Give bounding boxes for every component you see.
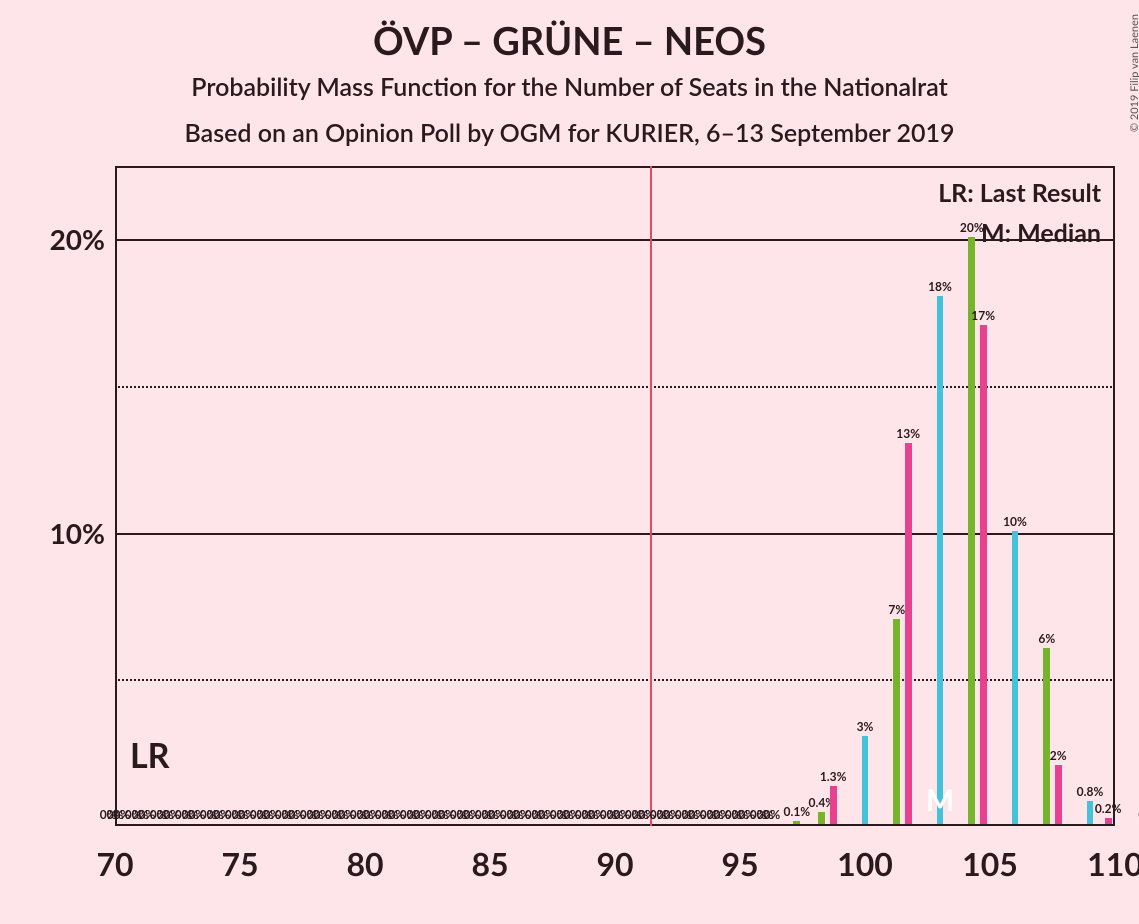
bar: 0.2% (1105, 818, 1112, 824)
x-axis-tick-label: 95 (721, 826, 758, 883)
bar: 18% (937, 296, 944, 824)
gridline-minor (115, 679, 1115, 681)
bar-value-label: 1.3% (820, 769, 847, 784)
y-axis-tick-label: 20% (50, 222, 115, 256)
bar-value-label: 17% (971, 308, 995, 323)
last-result-label: LR (130, 735, 170, 776)
plot-area: LR: Last Result M: Median 10%20%70758085… (115, 166, 1115, 826)
bar-value-label: 10% (1003, 514, 1027, 529)
legend-median: M: Median (981, 218, 1101, 248)
bar-value-label: 7% (888, 602, 905, 617)
x-axis-tick-label: 105 (962, 826, 1018, 883)
bar: 2% (1055, 765, 1062, 824)
chart-subtitle-2: Based on an Opinion Poll by OGM for KURI… (0, 118, 1139, 148)
bar: 7% (893, 619, 900, 824)
bar: 6% (1043, 648, 1050, 824)
bar: 17% (980, 325, 987, 824)
bar-value-label: 3% (857, 719, 874, 734)
bar: 20% (968, 237, 975, 824)
x-axis-tick-label: 100 (837, 826, 893, 883)
plot-border (1113, 166, 1115, 826)
bar-value-label: 2% (1050, 748, 1067, 763)
bar: 10% (1012, 531, 1019, 824)
y-axis-tick-label: 10% (50, 516, 115, 550)
gridline-major (115, 239, 1115, 241)
median-marker: M (926, 782, 954, 818)
bar-value-label: 0.1% (784, 804, 811, 819)
bar: 0.8% (1087, 801, 1094, 824)
x-axis-tick-label: 70 (96, 826, 133, 883)
x-axis-tick-label: 110 (1087, 826, 1139, 883)
chart-subtitle-1: Probability Mass Function for the Number… (0, 72, 1139, 102)
bar-value-label: 18% (928, 279, 952, 294)
x-axis-tick-label: 80 (346, 826, 383, 883)
bar-value-label: 0.8% (1077, 784, 1104, 799)
bar: 0.1% (793, 821, 800, 824)
chart-container: ÖVP – GRÜNE – NEOS Probability Mass Func… (0, 0, 1139, 924)
bar-value-label: 0.2% (1095, 801, 1122, 816)
gridline-major (115, 533, 1115, 535)
chart-title: ÖVP – GRÜNE – NEOS (0, 18, 1139, 64)
x-axis-tick-label: 75 (221, 826, 258, 883)
bar-value-label: 0% (763, 807, 780, 822)
bar-value-label: 6% (1038, 631, 1055, 646)
bar: 0.4% (818, 812, 825, 824)
x-axis-tick-label: 90 (596, 826, 633, 883)
plot-border (115, 166, 1115, 168)
bar-value-label: 20% (960, 220, 984, 235)
bar: 1.3% (830, 786, 837, 824)
bar-value-label: 13% (896, 426, 920, 441)
gridline-minor (115, 386, 1115, 388)
last-result-line (650, 166, 652, 826)
bar: 3% (862, 736, 869, 824)
x-axis-tick-label: 85 (471, 826, 508, 883)
plot-border (115, 166, 117, 826)
bar: 13% (905, 443, 912, 824)
copyright-text: © 2019 Filip van Laenen (1128, 14, 1139, 132)
legend-last-result: LR: Last Result (938, 178, 1101, 208)
